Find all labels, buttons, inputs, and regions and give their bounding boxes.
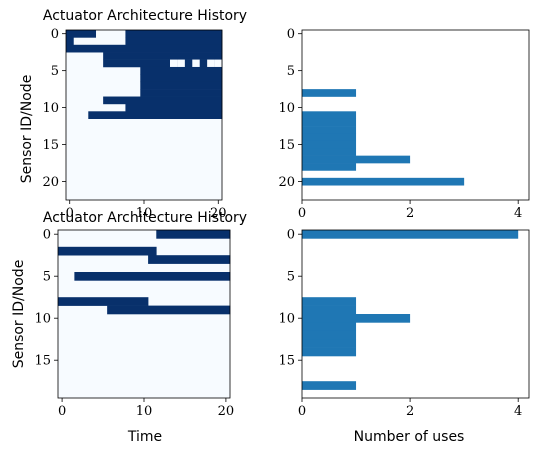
heatmap-cell — [214, 59, 222, 67]
heatmap-cell — [74, 272, 231, 281]
y-tick-label: 10 — [42, 101, 59, 116]
heatmap-cell — [170, 59, 178, 67]
y-tick-label: 15 — [278, 354, 295, 369]
heatmap-cell — [125, 30, 223, 38]
heatmap-cell — [58, 297, 149, 306]
y-tick-label: 0 — [43, 228, 51, 243]
heatmap-top: Actuator Architecture History Sensor ID/… — [19, 8, 247, 221]
heatmap-cell — [88, 111, 223, 119]
heatmap-cell — [192, 59, 200, 67]
bar — [302, 118, 357, 127]
heatmap-cell — [66, 37, 74, 46]
y-tick-label: 10 — [34, 312, 51, 327]
x-tick-label: 2 — [406, 404, 414, 419]
y-tick-label: 0 — [287, 27, 295, 42]
axis-ticks: 0 10 20 0 5 10 15 — [34, 228, 234, 419]
heatmap-cell — [103, 59, 223, 68]
x-tick-label: 4 — [514, 206, 522, 221]
y-tick-label: 10 — [278, 101, 295, 116]
bar — [302, 339, 357, 348]
x-tick-label: 20 — [210, 206, 227, 221]
heatmap-cell — [140, 66, 223, 75]
x-tick-label: 0 — [298, 404, 306, 419]
bar-series — [302, 230, 519, 390]
x-axis-label: Number of uses — [354, 429, 465, 445]
bar-series — [302, 89, 465, 186]
plot-frame — [57, 229, 231, 399]
x-tick-label: 0 — [66, 206, 74, 221]
axis-ticks: 0 2 4 0 5 10 15 — [278, 228, 522, 419]
bar — [302, 381, 357, 390]
y-tick-label: 20 — [42, 175, 59, 190]
heatmap-cell — [140, 81, 223, 90]
heatmap-cell — [125, 103, 223, 112]
bar — [302, 314, 411, 323]
y-tick-label: 15 — [278, 138, 295, 153]
heatmap-cell — [207, 59, 215, 67]
bar — [302, 148, 357, 156]
y-axis-label: Sensor ID/Node — [19, 75, 35, 184]
bar — [302, 126, 357, 134]
heatmap-cell — [66, 44, 223, 53]
plot-frame — [301, 229, 530, 399]
x-tick-label: 2 — [406, 206, 414, 221]
bar — [302, 163, 357, 171]
heatmap-cell — [148, 255, 231, 264]
y-axis-label: Sensor ID/Node — [11, 260, 27, 369]
x-tick-label: 10 — [136, 206, 153, 221]
heatmap-cell — [156, 230, 231, 239]
heatmap-cell — [103, 96, 223, 105]
y-tick-label: 15 — [42, 138, 59, 153]
y-tick-label: 5 — [287, 270, 295, 285]
bar — [302, 89, 357, 97]
heatmap-cell — [125, 37, 223, 46]
bar-chart-bottom: 0 2 4 0 5 10 15 Number of uses — [278, 228, 530, 445]
y-tick-label: 10 — [278, 312, 295, 327]
x-tick-label: 20 — [218, 404, 235, 419]
bar — [302, 305, 357, 315]
axis-ticks: 0 2 4 0 5 10 15 20 — [278, 27, 522, 221]
bar — [302, 140, 357, 149]
y-tick-label: 15 — [34, 354, 51, 369]
bar — [302, 322, 357, 332]
y-tick-label: 5 — [51, 64, 59, 79]
plot-frame — [301, 29, 530, 201]
axis-ticks: 0 10 20 0 5 10 15 20 — [42, 27, 226, 221]
bar-chart-top: 0 2 4 0 5 10 15 20 — [278, 27, 530, 221]
y-tick-label: 5 — [43, 270, 51, 285]
bar — [302, 111, 357, 119]
heatmap-bottom: 0 10 20 0 5 10 15 Actuator Architecture Histor… — [11, 210, 247, 445]
x-axis-label: Time — [127, 429, 162, 445]
plot-frame — [65, 29, 223, 201]
bar — [302, 133, 357, 142]
bar — [302, 177, 465, 186]
heatmap-cell — [107, 305, 231, 315]
chart-title: Actuator Architecture History — [43, 8, 247, 24]
heatmap-cell — [66, 30, 97, 38]
heatmap-cells — [66, 30, 223, 200]
heatmap-cell — [103, 52, 223, 60]
bar — [302, 155, 411, 164]
y-tick-label: 20 — [278, 175, 295, 190]
bar — [302, 297, 357, 306]
bar — [302, 347, 357, 357]
y-tick-label: 0 — [51, 27, 59, 42]
heatmap-cell — [140, 89, 223, 97]
heatmap-cells — [58, 230, 231, 398]
x-tick-label: 0 — [298, 206, 306, 221]
chart-title: Actuator Architecture History — [43, 210, 247, 226]
x-tick-label: 10 — [136, 404, 153, 419]
x-tick-label: 4 — [514, 404, 522, 419]
heatmap-cell — [58, 246, 157, 256]
heatmap-cell — [177, 59, 185, 67]
y-tick-label: 0 — [287, 228, 295, 243]
heatmap-cell — [140, 74, 223, 83]
bar — [302, 230, 519, 239]
y-tick-label: 5 — [287, 64, 295, 79]
x-tick-label: 0 — [58, 404, 66, 419]
bar — [302, 330, 357, 340]
